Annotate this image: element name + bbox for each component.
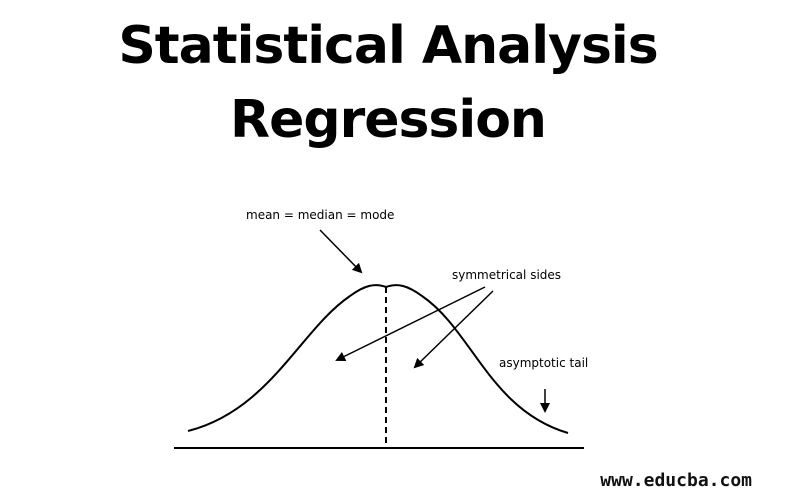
watermark: www.educba.com bbox=[600, 470, 752, 491]
title-line-1: Statistical Analysis bbox=[118, 16, 658, 76]
arrow-to-peak bbox=[319, 229, 363, 274]
title-line-2: Regression bbox=[230, 90, 547, 150]
label-asymptotic-tail: asymptotic tail bbox=[499, 356, 588, 370]
arrow-to-right-side bbox=[413, 290, 494, 369]
bell-curve bbox=[187, 284, 569, 434]
arrow-to-left-side bbox=[335, 286, 486, 361]
label-symmetrical-sides: symmetrical sides bbox=[452, 268, 561, 282]
label-mean-median-mode: mean = median = mode bbox=[246, 208, 394, 222]
